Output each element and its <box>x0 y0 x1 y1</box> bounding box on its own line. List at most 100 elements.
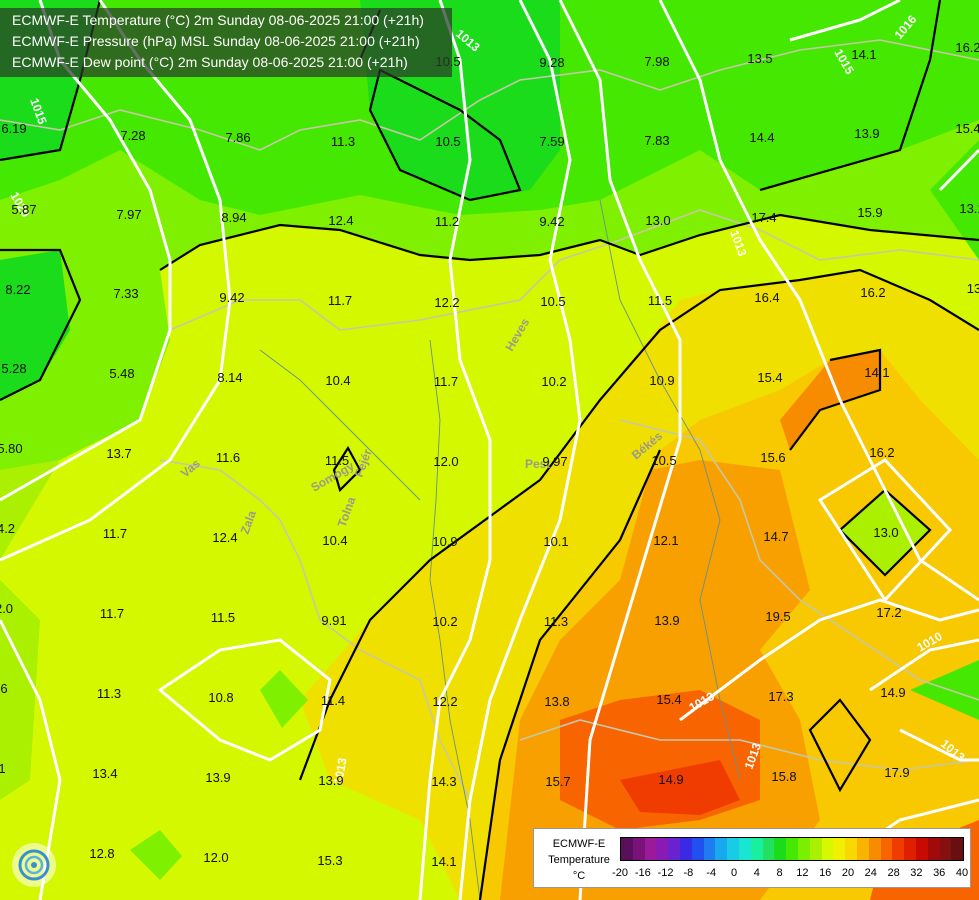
grid-value: 17.2 <box>876 605 901 620</box>
legend-tick-label: -12 <box>657 867 674 879</box>
grid-value: 11.6 <box>216 450 240 465</box>
legend-swatch <box>904 838 916 860</box>
legend-tick-label: 20 <box>841 867 855 879</box>
legend-swatch <box>821 838 834 860</box>
grid-value: 11.3 <box>544 614 568 629</box>
legend-tick-label: 36 <box>933 867 946 879</box>
legend-tick-label: 24 <box>864 867 877 879</box>
legend-tick-label: 32 <box>910 867 923 879</box>
grid-value: 7.97 <box>116 207 141 222</box>
legend-swatch <box>703 838 716 860</box>
legend-swatch <box>845 838 857 860</box>
grid-value: 12.4 <box>212 530 237 545</box>
grid-value: 12.4 <box>328 213 353 228</box>
isobar-label: 1013 <box>331 756 349 785</box>
legend-tick-label: -8 <box>683 867 694 879</box>
legend-tick-label: -4 <box>706 867 717 879</box>
grid-value: 14.1 <box>431 854 456 869</box>
grid-value: 15.8 <box>771 769 796 784</box>
grid-value: 14.9 <box>880 685 905 700</box>
ecmwf-logo-icon <box>12 843 56 887</box>
legend-title-line: °C <box>572 870 586 882</box>
grid-value: 9.42 <box>539 214 564 229</box>
grid-value: 5.87 <box>11 202 36 217</box>
grid-value: 15.4 <box>656 692 681 707</box>
grid-value: 19.5 <box>765 609 790 624</box>
grid-value: 8.94 <box>221 210 246 225</box>
grid-value: 13.9 <box>654 613 679 628</box>
region-label: Pest <box>525 457 550 471</box>
grid-value: 6.19 <box>1 121 26 136</box>
header-line-dewpoint: ECMWF-E Dew point (°C) 2m Sunday 08-06-2… <box>12 54 408 70</box>
grid-value: 16.2 <box>860 285 885 300</box>
grid-value: 8.22 <box>5 282 30 297</box>
legend-swatch <box>691 838 704 860</box>
grid-value: 12.0 <box>433 454 458 469</box>
grid-value: 12.1 <box>653 533 678 548</box>
grid-value: 11.5 <box>325 453 349 468</box>
grid-value: 13.9 <box>318 773 343 788</box>
legend-swatch <box>868 838 881 860</box>
legend-swatch <box>880 838 893 860</box>
legend-tick-label: 12 <box>796 867 809 879</box>
grid-value: 7.83 <box>644 133 669 148</box>
grid-value: 11.7 <box>103 526 127 541</box>
grid-value: 6 <box>0 681 7 696</box>
grid-value: 12.8 <box>89 846 114 861</box>
legend-swatch <box>762 838 775 860</box>
grid-value: 7.98 <box>644 54 669 69</box>
grid-value: 11.7 <box>434 374 458 389</box>
grid-value: 16.2 <box>955 40 979 55</box>
grid-value: 13.9 <box>854 126 879 141</box>
legend-tick-label: 8 <box>776 867 783 879</box>
grid-value: 11.3 <box>97 686 121 701</box>
legend-swatch <box>632 838 645 860</box>
legend-swatch <box>644 838 657 860</box>
grid-value: 10.2 <box>432 614 457 629</box>
grid-value: 14.1 <box>864 365 889 380</box>
grid-value: 7.59 <box>539 134 564 149</box>
legend-swatch <box>833 838 846 860</box>
grid-value: 12.2 <box>434 295 459 310</box>
legend-swatch <box>797 838 810 860</box>
legend-swatch <box>939 838 952 860</box>
grid-value: 13.0 <box>873 525 898 540</box>
grid-value: 11.7 <box>100 606 124 621</box>
legend-swatch <box>668 838 680 860</box>
legend-swatch <box>738 838 751 860</box>
legend-tick-label: 4 <box>753 867 760 879</box>
grid-value: 7.86 <box>225 130 250 145</box>
grid-value: 10.5 <box>435 134 460 149</box>
legend-swatch <box>621 838 633 860</box>
grid-value: 12.2 <box>432 694 457 709</box>
legend-swatch <box>727 838 739 860</box>
grid-value: 15.6 <box>760 450 785 465</box>
grid-value: 13.4 <box>92 766 117 781</box>
grid-value: 9.91 <box>321 613 346 628</box>
grid-value: 12.0 <box>203 850 228 865</box>
grid-value: 13.7 <box>106 446 131 461</box>
grid-value: 11.4 <box>321 693 345 708</box>
legend-swatch <box>892 838 905 860</box>
grid-value: 5.48 <box>109 366 134 381</box>
temperature-legend: ECMWF-E Temperature °C -20 -16 -12 -8 -4 0 4 8 1… <box>533 828 971 888</box>
grid-value: 11.5 <box>211 610 235 625</box>
grid-value: 10.4 <box>322 533 347 548</box>
header-line-temperature: ECMWF-E Temperature (°C) 2m Sunday 08-06… <box>12 12 424 28</box>
grid-value: 10.8 <box>208 690 233 705</box>
grid-value: 15.3 <box>317 853 342 868</box>
grid-value: 8.14 <box>217 370 242 385</box>
grid-value: 11.5 <box>648 293 672 308</box>
grid-value: 17.4 <box>751 210 776 225</box>
legend-tick-label: 28 <box>887 867 900 879</box>
grid-value: 10.2 <box>541 374 566 389</box>
grid-value: 11.2 <box>435 214 459 229</box>
grid-value: 10.5 <box>651 453 676 468</box>
grid-value: 7.33 <box>113 286 138 301</box>
legend-ticks: -20 -16 -12 -8 -4 0 4 8 12 16 20 24 28 32 36 40 <box>612 867 968 881</box>
legend-swatch <box>715 838 728 860</box>
legend-swatch <box>856 838 869 860</box>
grid-value: 5.28 <box>1 361 26 376</box>
